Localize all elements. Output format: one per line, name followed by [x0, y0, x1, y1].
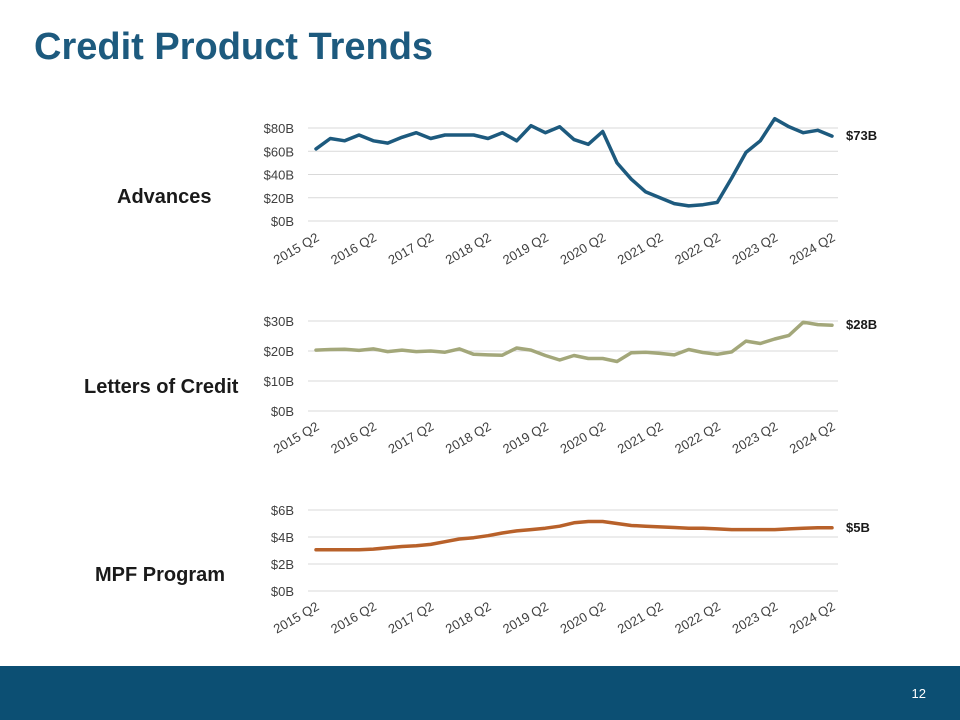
advances-y-tick-label: $0B — [271, 214, 294, 229]
advances-x-tick-label: 2024 Q2 — [787, 230, 838, 268]
advances-y-tick-label: $40B — [264, 168, 294, 183]
mpf-x-tick-label: 2017 Q2 — [385, 599, 436, 637]
letters-of-credit-series-line — [314, 320, 834, 364]
letters-of-credit-x-tick-label: 2019 Q2 — [500, 419, 551, 457]
advances-x-tick-label: 2022 Q2 — [672, 230, 723, 268]
advances-x-tick-label: 2016 Q2 — [328, 230, 379, 268]
footer-bar: 12 — [0, 666, 960, 720]
advances-x-tick-label: 2020 Q2 — [557, 230, 608, 268]
advances-end-value-label: $73B — [846, 128, 877, 143]
advances-x-tick-label: 2018 Q2 — [443, 230, 494, 268]
slide-title: Credit Product Trends — [34, 26, 434, 68]
letters-of-credit-y-tick-label: $30B — [264, 314, 294, 329]
page-number: 12 — [911, 686, 926, 701]
mpf-program-label: MPF Program — [95, 564, 226, 586]
mpf-y-tick-label: $6B — [271, 503, 294, 518]
mpf-x-tick-label: 2016 Q2 — [328, 599, 379, 637]
letters-of-credit-y-tick-label: $0B — [271, 404, 294, 419]
letters-of-credit-label: Letters of Credit — [84, 376, 239, 398]
advances-y-tick-label: $20B — [264, 191, 294, 206]
mpf-y-tick-label: $4B — [271, 530, 294, 545]
advances-x-tick-label: 2019 Q2 — [500, 230, 551, 268]
mpf-x-tick-label: 2015 Q2 — [271, 599, 322, 637]
mpf-x-tick-label: 2022 Q2 — [672, 599, 723, 637]
letters-of-credit-x-tick-label: 2022 Q2 — [672, 419, 723, 457]
mpf-y-tick-label: $2B — [271, 557, 294, 572]
letters-of-credit-x-tick-label: 2016 Q2 — [328, 419, 379, 457]
letters-of-credit-y-tick-label: $10B — [264, 374, 294, 389]
letters-of-credit-x-tick-label: 2017 Q2 — [385, 419, 436, 457]
mpf-series-line — [314, 519, 834, 552]
letters-of-credit-x-tick-label: 2018 Q2 — [443, 419, 494, 457]
mpf-x-tick-label: 2021 Q2 — [615, 599, 666, 637]
mpf-program-chart: $0B $2B $4B $6B 2015 Q2 2016 Q2 2017 Q2 2018 Q2… — [271, 503, 870, 637]
letters-of-credit-x-tick-label: 2024 Q2 — [787, 419, 838, 457]
advances-label: Advances — [117, 186, 212, 208]
advances-x-tick-label: 2017 Q2 — [385, 230, 436, 268]
letters-of-credit-x-tick-label: 2015 Q2 — [271, 419, 322, 457]
mpf-x-tick-label: 2018 Q2 — [443, 599, 494, 637]
letters-of-credit-x-tick-label: 2023 Q2 — [729, 419, 780, 457]
letters-of-credit-y-tick-label: $20B — [264, 344, 294, 359]
mpf-y-tick-label: $0B — [271, 584, 294, 599]
letters-of-credit-end-value-label: $28B — [846, 317, 877, 332]
letters-of-credit-x-tick-label: 2020 Q2 — [557, 419, 608, 457]
mpf-x-tick-label: 2023 Q2 — [729, 599, 780, 637]
advances-x-tick-label: 2023 Q2 — [729, 230, 780, 268]
letters-of-credit-x-tick-label: 2021 Q2 — [615, 419, 666, 457]
mpf-x-tick-label: 2024 Q2 — [787, 599, 838, 637]
advances-chart: $0B $20B $40B $60B $80B 2015 Q2 2016 Q2 2017 Q2… — [264, 116, 877, 268]
advances-x-tick-label: 2021 Q2 — [615, 230, 666, 268]
mpf-x-tick-label: 2020 Q2 — [557, 599, 608, 637]
advances-x-tick-label: 2015 Q2 — [271, 230, 322, 268]
advances-series-line — [314, 116, 834, 208]
advances-y-tick-label: $60B — [264, 144, 294, 159]
mpf-end-value-label: $5B — [846, 520, 870, 535]
advances-y-tick-label: $80B — [264, 121, 294, 136]
letters-of-credit-chart: $0B $10B $20B $30B 2015 Q2 2016 Q2 2017 Q2 2018… — [264, 314, 877, 457]
mpf-x-tick-label: 2019 Q2 — [500, 599, 551, 637]
